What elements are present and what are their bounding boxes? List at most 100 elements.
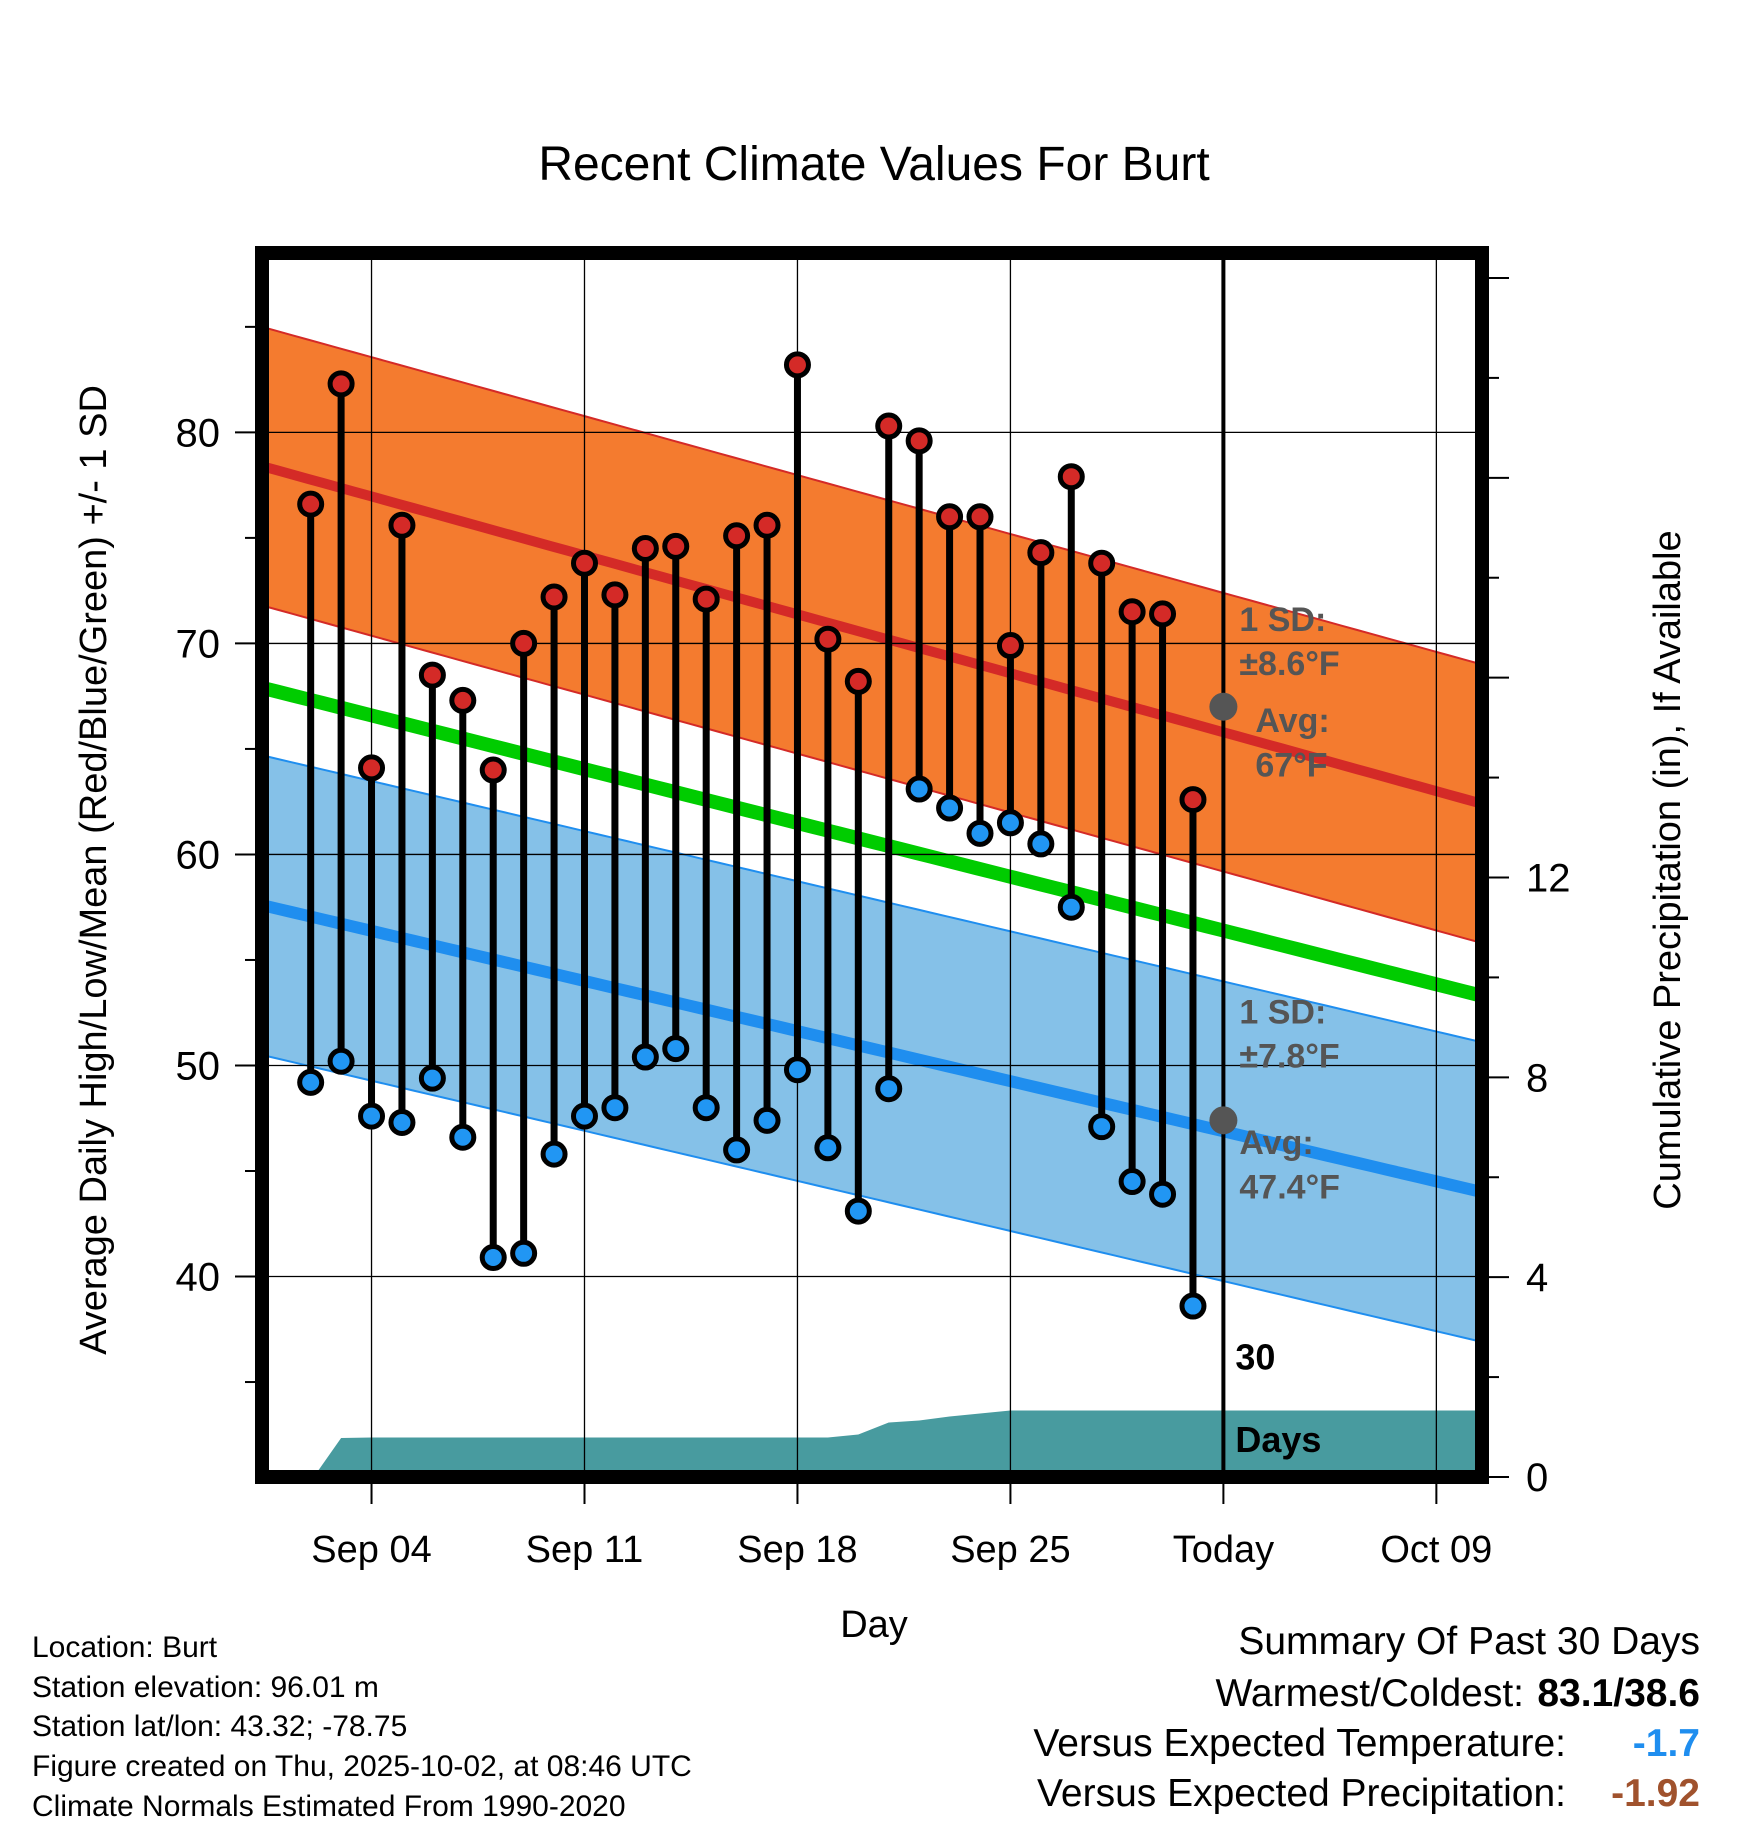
latlon-info: Station lat/lon: 43.32; -78.75 xyxy=(32,1710,408,1743)
daily-high-dot xyxy=(662,532,690,560)
normals-info: Climate Normals Estimated From 1990-2020 xyxy=(32,1790,626,1823)
daily-low-dot xyxy=(662,1035,690,1063)
daily-low-dot xyxy=(814,1134,842,1162)
daily-low-dot xyxy=(844,1197,872,1225)
x-tick-label: Sep 11 xyxy=(526,1529,644,1571)
daily-high-dot xyxy=(570,549,598,577)
high-sd-title: 1 SD: xyxy=(1239,601,1326,639)
high-avg-marker xyxy=(1209,692,1238,721)
daily-low-dot xyxy=(1057,893,1085,921)
daily-low-dot xyxy=(936,794,964,822)
daily-high-dot xyxy=(418,661,446,689)
daily-high-dot xyxy=(388,511,416,539)
daily-high-dot xyxy=(753,511,781,539)
daily-low-dot xyxy=(1149,1180,1177,1208)
x-tick-label: Sep 04 xyxy=(311,1529,431,1571)
daily-low-dot xyxy=(905,775,933,803)
daily-high-dot xyxy=(601,581,629,609)
temp-departure-label: Versus Expected Temperature: xyxy=(1033,1722,1566,1765)
daily-high-dot xyxy=(510,629,538,657)
high-avg-title: Avg: xyxy=(1255,702,1329,740)
daily-low-dot xyxy=(1088,1113,1116,1141)
daily-high-dot xyxy=(1179,786,1207,814)
daily-high-dot xyxy=(814,625,842,653)
plot-content: 1 SD: ±8.6°F Avg: 67°F 1 SD: ±7.8°F Avg: 47.4°F… xyxy=(262,253,1482,1477)
y-tick-label: 60 xyxy=(176,833,221,877)
daily-high-dot xyxy=(1057,463,1085,491)
daily-high-dot xyxy=(327,370,355,398)
daily-high-dot xyxy=(966,503,994,531)
x-tick-label: Oct 09 xyxy=(1380,1529,1492,1571)
daily-high-dot xyxy=(479,756,507,784)
daily-low-dot xyxy=(723,1136,751,1164)
daily-high-dot xyxy=(844,667,872,695)
low-sd-value: ±7.8°F xyxy=(1239,1038,1339,1076)
daily-high-dot xyxy=(783,351,811,379)
x-tick-label: Today xyxy=(1173,1529,1274,1571)
daily-low-dot xyxy=(875,1075,903,1103)
high-avg-value: 67°F xyxy=(1255,746,1327,784)
elevation-info: Station elevation: 96.01 m xyxy=(32,1671,379,1704)
temp-departure-value: -1.7 xyxy=(1632,1722,1700,1765)
daily-high-dot xyxy=(905,427,933,455)
low-avg-title: Avg: xyxy=(1239,1124,1313,1162)
low-avg-marker xyxy=(1209,1106,1238,1135)
daily-high-dot xyxy=(449,686,477,714)
daily-low-dot xyxy=(418,1064,446,1092)
y2-tick-label: 4 xyxy=(1526,1256,1548,1300)
daily-low-dot xyxy=(388,1108,416,1136)
daily-low-dot xyxy=(449,1123,477,1151)
daily-low-dot xyxy=(692,1094,720,1122)
daily-low-dot xyxy=(479,1244,507,1272)
daily-low-dot xyxy=(1118,1168,1146,1196)
location-info: Location: Burt xyxy=(32,1631,218,1664)
y2-axis-label: Cumulative Precipitation (in), If Availa… xyxy=(1647,530,1689,1209)
daily-high-dot xyxy=(631,534,659,562)
y-tick-label: 50 xyxy=(176,1044,221,1088)
y-tick-label: 40 xyxy=(176,1256,221,1300)
daily-high-dot xyxy=(358,754,386,782)
y-axis-label: Average Daily High/Low/Mean (Red/Blue/Gr… xyxy=(73,385,115,1355)
precip-days-label: 30 xyxy=(1235,1337,1275,1378)
daily-low-dot xyxy=(540,1140,568,1168)
warm-cold-value: 83.1/38.6 xyxy=(1537,1672,1700,1715)
summary-title: Summary Of Past 30 Days xyxy=(1238,1620,1700,1663)
daily-low-dot xyxy=(510,1239,538,1267)
daily-low-dot xyxy=(297,1068,325,1096)
precip-days-label: Days xyxy=(1235,1419,1321,1460)
axes: 40 50 60 70 80 0 4 8 12 Sep 04 Sep 11 Sep 18 Sep 25 T… xyxy=(176,246,1571,1571)
precipitation-area xyxy=(313,1410,1482,1477)
warm-cold-label: Warmest/Coldest: xyxy=(1215,1672,1524,1715)
daily-high-dot xyxy=(723,522,751,550)
chart-title: Recent Climate Values For Burt xyxy=(538,138,1209,191)
y2-tick-label: 8 xyxy=(1526,1056,1548,1100)
daily-low-dot xyxy=(1179,1292,1207,1320)
daily-low-dot xyxy=(327,1047,355,1075)
x-tick-label: Sep 18 xyxy=(737,1529,857,1571)
daily-high-dot xyxy=(875,412,903,440)
daily-low-dot xyxy=(966,819,994,847)
y-tick-label: 70 xyxy=(176,622,221,666)
daily-low-dot xyxy=(1027,830,1055,858)
precip-departure-label: Versus Expected Precipitation: xyxy=(1037,1772,1566,1815)
low-sd-title: 1 SD: xyxy=(1239,993,1326,1031)
daily-high-dot xyxy=(996,632,1024,660)
daily-low-dot xyxy=(753,1106,781,1134)
daily-low-dot xyxy=(358,1102,386,1130)
daily-high-dot xyxy=(1088,549,1116,577)
daily-low-dot xyxy=(570,1102,598,1130)
daily-high-dot xyxy=(1118,598,1146,626)
daily-high-dot xyxy=(540,583,568,611)
high-sd-value: ±8.6°F xyxy=(1239,645,1339,683)
plot-frame xyxy=(255,246,1489,1484)
x-axis-label: Day xyxy=(840,1604,908,1646)
daily-low-dot xyxy=(996,809,1024,837)
low-avg-value: 47.4°F xyxy=(1239,1168,1340,1206)
daily-high-dot xyxy=(936,503,964,531)
plot-area: 1 SD: ±8.6°F Avg: 67°F 1 SD: ±7.8°F Avg: 47.4°F… xyxy=(262,253,1482,1477)
daily-low-dot xyxy=(783,1056,811,1084)
daily-high-dot xyxy=(297,490,325,518)
daily-high-dot xyxy=(692,585,720,613)
created-info: Figure created on Thu, 2025-10-02, at 08… xyxy=(32,1750,692,1783)
